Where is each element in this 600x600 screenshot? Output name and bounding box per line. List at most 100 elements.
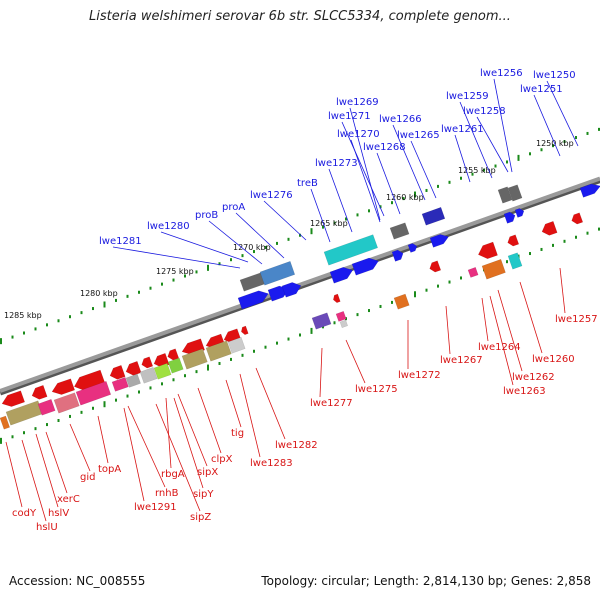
- leader-line: [5, 441, 23, 508]
- leader-line: [21, 439, 47, 522]
- leader-line: [328, 168, 353, 233]
- tick-dot-lower: [11, 435, 14, 439]
- gene-label-lwe1291[interactable]: lwe1291: [134, 502, 177, 513]
- tick-dot-upper: [207, 264, 209, 271]
- gene-label-lwe1256[interactable]: lwe1256: [480, 68, 523, 79]
- gene-label-treb[interactable]: treB: [297, 178, 318, 189]
- gene-label-lwe1258[interactable]: lwe1258: [463, 106, 506, 117]
- gene-label-lwe1281[interactable]: lwe1281: [99, 236, 142, 247]
- gene-label-lwe1268[interactable]: lwe1268: [363, 142, 406, 153]
- forward-gene-arrow: [391, 249, 404, 262]
- leader-line: [255, 367, 286, 440]
- leader-line: [345, 339, 366, 384]
- gene-label-lwe1267[interactable]: lwe1267: [440, 355, 483, 366]
- tick-dot-lower: [391, 300, 393, 304]
- kbp-label: 1285 kbp: [4, 311, 42, 320]
- tick-dot-lower: [379, 304, 382, 308]
- gene-label-lwe1257[interactable]: lwe1257: [555, 314, 598, 325]
- gene-label-lwe1266[interactable]: lwe1266: [379, 114, 422, 125]
- gene-label-proa[interactable]: proA: [222, 202, 245, 213]
- gene-label-rbga[interactable]: rbgA: [161, 469, 185, 480]
- gene-label-lwe1251[interactable]: lwe1251: [520, 84, 563, 95]
- gene-label-lwe1272[interactable]: lwe1272: [398, 370, 441, 381]
- leader-line: [155, 403, 201, 512]
- tick-dot-lower: [80, 410, 83, 414]
- reverse-gene-arrow: [167, 348, 180, 361]
- gene-label-sipy[interactable]: sipY: [193, 489, 214, 500]
- tick-dot-upper: [46, 323, 48, 327]
- tick-dot-lower: [161, 382, 163, 386]
- tick-dot-upper: [115, 298, 117, 302]
- tick-dot-lower: [460, 276, 462, 280]
- gene-block: [481, 258, 506, 280]
- gene-label-lwe1275[interactable]: lwe1275: [355, 384, 398, 395]
- leader-line: [497, 289, 523, 372]
- leader-line: [519, 281, 543, 354]
- gene-label-lwe1277[interactable]: lwe1277: [310, 398, 353, 409]
- gene-label-lwe1262[interactable]: lwe1262: [512, 372, 555, 383]
- gene-label-lwe1264[interactable]: lwe1264: [478, 342, 521, 353]
- leader-line: [177, 393, 208, 467]
- gene-label-gid[interactable]: gid: [80, 472, 95, 483]
- tick-dot-upper: [345, 217, 347, 221]
- gene-label-lwe1273[interactable]: lwe1273: [315, 158, 358, 169]
- gene-label-hslu[interactable]: hslU: [36, 522, 58, 533]
- tick-dot-upper: [80, 311, 83, 315]
- gene-block: [153, 362, 172, 380]
- gene-block: [75, 380, 112, 406]
- gene-label-lwe1283[interactable]: lwe1283: [250, 458, 293, 469]
- gene-block: [205, 340, 232, 362]
- gene-label-hslv[interactable]: hslV: [48, 508, 69, 519]
- reverse-gene-arrow: [571, 212, 584, 225]
- reverse-gene-arrow: [141, 356, 154, 369]
- gene-label-lwe1282[interactable]: lwe1282: [275, 440, 318, 451]
- gene-label-sipx[interactable]: sipX: [197, 467, 218, 478]
- gene-label-topa[interactable]: topA: [98, 464, 121, 475]
- tick-dot-upper: [356, 213, 359, 217]
- tick-dot-lower: [506, 260, 508, 264]
- gene-label-sipz[interactable]: sipZ: [190, 512, 211, 523]
- gene-block: [259, 260, 296, 286]
- tick-dot-upper: [460, 176, 462, 180]
- forward-gene-arrow: [351, 257, 379, 276]
- gene-block: [167, 357, 184, 374]
- tick-dot-lower: [218, 361, 221, 365]
- leader-line: [481, 297, 489, 342]
- gene-label-lwe1259[interactable]: lwe1259: [446, 91, 489, 102]
- tick-dot-upper: [253, 250, 255, 254]
- leader-line: [173, 397, 204, 489]
- gene-label-lwe1270[interactable]: lwe1270: [337, 129, 380, 140]
- gene-label-lwe1250[interactable]: lwe1250: [533, 70, 576, 81]
- kbp-label: 1260 kbp: [386, 193, 424, 202]
- gene-label-lwe1271[interactable]: lwe1271: [328, 111, 371, 122]
- gene-block: [507, 184, 523, 202]
- gene-label-lwe1260[interactable]: lwe1260: [532, 354, 575, 365]
- gene-label-lwe1263[interactable]: lwe1263: [503, 386, 546, 397]
- reverse-gene-arrow: [1, 390, 26, 407]
- reverse-gene-arrow: [333, 293, 341, 303]
- leader-line: [341, 121, 385, 217]
- gene-label-lwe1261[interactable]: lwe1261: [441, 124, 484, 135]
- gene-label-clpx[interactable]: clpX: [211, 454, 233, 465]
- tick-dot-lower: [575, 235, 577, 239]
- gene-label-rnhb[interactable]: rnhB: [155, 488, 179, 499]
- gene-label-tig[interactable]: tig: [231, 428, 244, 439]
- leader-line: [97, 415, 109, 464]
- gene-label-lwe1280[interactable]: lwe1280: [147, 221, 190, 232]
- tick-dot-upper: [517, 154, 520, 161]
- gene-label-lwe1269[interactable]: lwe1269: [336, 97, 379, 108]
- leader-line: [319, 347, 323, 398]
- leader-line: [263, 200, 307, 241]
- gene-labels: lwe1256 lwe1250 lwe1251 lwe1269 lwe1259 lwe12…: [12, 68, 598, 533]
- gene-label-prob[interactable]: proB: [195, 210, 218, 221]
- gene-label-lwe1265[interactable]: lwe1265: [397, 130, 440, 141]
- axis-line: [0, 176, 600, 393]
- gene-label-lwe1276[interactable]: lwe1276: [250, 190, 293, 201]
- gene-label-cody[interactable]: codY: [12, 508, 37, 519]
- reverse-gene-arrow: [31, 384, 48, 400]
- gene-block: [497, 186, 513, 204]
- tick-dot-upper: [287, 237, 290, 241]
- gene-label-xerc[interactable]: xerC: [57, 494, 80, 505]
- tick-dot-lower: [207, 364, 209, 371]
- tick-dot-upper: [218, 262, 221, 266]
